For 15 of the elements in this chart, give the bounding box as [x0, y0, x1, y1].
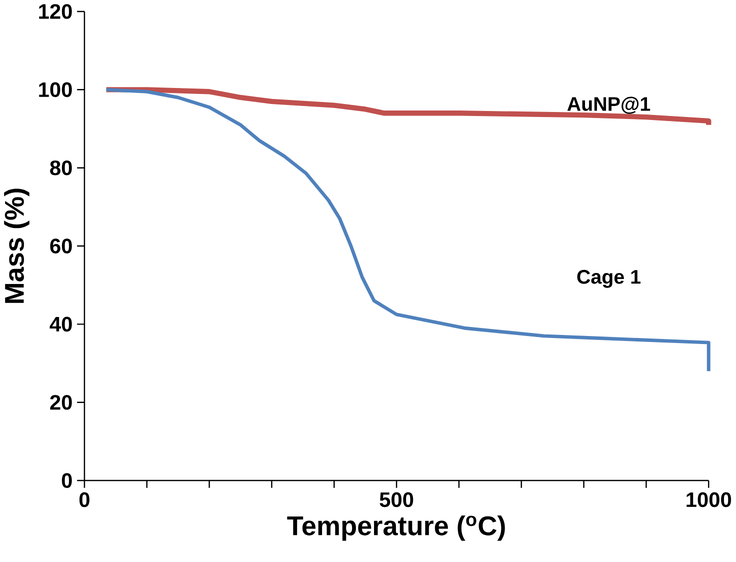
y-tick-label: 120 [39, 4, 72, 20]
x-tick-label: 0 [79, 492, 90, 508]
y-tick-label: 80 [50, 160, 72, 176]
x-tick-label: 500 [380, 492, 414, 508]
y-tick-label: 0 [62, 473, 72, 488]
y-tick-label: 60 [50, 238, 72, 254]
text: Cage 1 [577, 270, 640, 288]
series-label: AuNP@1 [567, 96, 650, 114]
x-tick-label: 1000 [686, 492, 732, 508]
y-tick-label: 100 [39, 82, 72, 98]
y-axis-title: Mass (%) [4, 188, 30, 303]
y-tick-label: 20 [50, 395, 72, 410]
y-tick-label: 40 [50, 316, 72, 332]
x-axis-title: Temperature ($^{o}$C) [287, 516, 505, 541]
line-series [104, 88, 710, 373]
